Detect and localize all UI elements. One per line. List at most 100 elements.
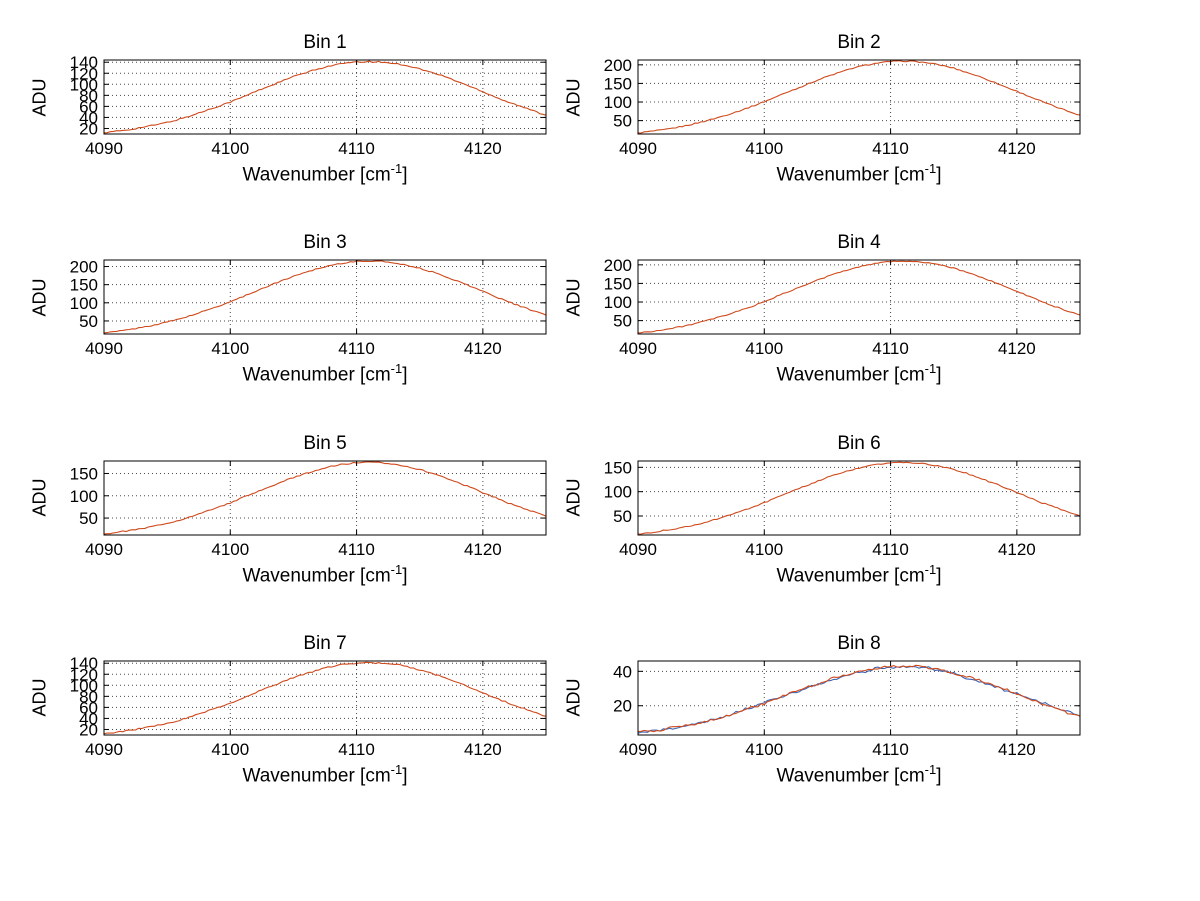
x-axis-label: Wavenumber [cm-1] [104,562,546,587]
y-axis-label-wrap: ADU [562,657,586,739]
y-tick-label: 40 [79,108,98,127]
axes-box [103,259,547,335]
chart-bin-8-plot: 4090 4100 4110 4120 20 40 [613,660,1081,759]
subplot-bin-2: Bin 2 ADU 4090 4100 4110 4120 50 100 150 200 Wa… [562,30,1086,186]
x-tick-label: 4100 [211,339,249,358]
series-spectrum [103,60,547,134]
chart-title: Bin 2 [837,32,881,53]
y-tick-label: 100 [70,294,98,313]
x-tick-label: 4110 [338,540,375,559]
axes-box [637,460,1081,536]
chart-title: Bin 1 [303,32,347,53]
y-tick-label: 60 [79,698,98,717]
x-tick-label: 4090 [619,139,657,158]
y-axis-label: ADU [563,77,584,117]
y-axis-label-wrap: ADU [28,256,52,338]
y-tick-label: 50 [79,509,98,528]
x-tick-label: 4100 [745,139,783,158]
y-tick-label: 80 [79,687,98,706]
x-axis-label-text: Wavenumber [cm [242,765,391,787]
y-axis-label-wrap: ADU [28,457,52,539]
x-tick-label: 4090 [85,540,123,559]
x-tick-label: 4100 [211,740,249,759]
axes-box [103,660,547,736]
chart-bin-6-plot: 4090 4100 4110 4120 50 100 150 [604,458,1081,559]
y-axis-label-wrap: ADU [28,657,52,739]
subplot-bin-3: Bin 3 ADU 4090 4100 4110 4120 50 100 150 200 Wa… [28,230,552,386]
y-axis-label: ADU [29,678,50,717]
y-tick-label: 20 [79,119,98,138]
x-axis-label: Wavenumber [cm-1] [104,762,546,787]
series-spectrum [103,260,547,334]
x-tick-label: 4100 [211,139,249,158]
x-axis-label-close: ] [402,164,408,186]
subplot-bin-6: Bin 6 ADU 4090 4100 4110 4120 50 100 150 Waven… [562,431,1086,587]
axes-box [637,59,1081,135]
series-spectrum [103,661,547,735]
chart-title: Bin 8 [837,632,881,654]
y-tick-label: 120 [70,64,98,83]
x-axis-label-text: Wavenumber [cm [242,564,391,586]
y-tick-label: 100 [604,482,632,501]
series-spectrum [103,461,547,535]
y-tick-label: 50 [613,112,632,131]
x-axis-label: Wavenumber [cm-1] [104,161,546,186]
chart-bin-5-plot: 4090 4100 4110 4120 50 100 150 [70,460,547,559]
y-tick-label: 80 [79,86,98,105]
axes-box [637,660,1081,736]
x-tick-label: 4120 [464,740,502,759]
x-tick-label: 4100 [211,540,249,559]
x-axis-label-exponent: -1 [924,361,937,377]
chart-title: Bin 4 [837,232,881,254]
x-axis-label-text: Wavenumber [cm [776,765,925,787]
y-tick-label: 200 [604,256,632,275]
x-tick-label: 4100 [745,339,783,358]
y-tick-label: 100 [70,676,98,695]
x-tick-label: 4090 [85,740,123,759]
x-tick-label: 4120 [998,740,1036,759]
x-tick-label: 4110 [872,740,909,759]
x-tick-label: 4110 [338,740,375,759]
x-axis-label: Wavenumber [cm-1] [638,161,1080,186]
y-tick-label: 50 [613,507,632,526]
y-tick-label: 50 [613,312,632,331]
x-tick-label: 4090 [85,139,123,158]
chart-title: Bin 3 [303,232,347,254]
series-spectrum [638,461,1081,535]
y-tick-label: 50 [79,312,98,331]
y-axis-label-wrap: ADU [562,457,586,539]
x-tick-label: 4110 [872,139,909,158]
y-tick-label: 150 [604,74,632,93]
y-tick-label: 100 [70,486,98,505]
y-tick-label: 200 [70,258,98,277]
figure-grid: Bin 1 ADU 4090 4100 4110 4120 20 40 60 80 100 120… [28,30,1086,787]
x-tick-label: 4120 [998,139,1036,158]
x-axis-label-exponent: -1 [390,561,403,577]
x-axis-label-exponent: -1 [924,761,937,777]
y-axis-label: ADU [563,478,584,517]
x-axis-label-close: ] [402,564,408,586]
subplot-bin-7: Bin 7 ADU 4090 4100 4110 4120 20 40 60 80 100 120… [28,631,552,787]
series-spectrum [637,260,1081,334]
x-tick-label: 4100 [745,540,783,559]
x-axis-label-close: ] [936,765,942,787]
y-axis-label: ADU [563,678,584,717]
x-axis-label-text: Wavenumber [cm [776,164,925,186]
y-tick-label: 60 [79,97,98,116]
chart-title: Bin 5 [303,432,347,454]
axes-box [103,460,547,536]
x-tick-label: 4090 [85,339,123,358]
x-axis-label: Wavenumber [cm-1] [638,762,1080,787]
x-axis-label-close: ] [936,564,942,586]
x-axis-label-text: Wavenumber [cm [776,564,925,586]
x-axis-label-close: ] [402,364,408,386]
subplot-bin-5: Bin 5 ADU 4090 4100 4110 4120 50 100 150 Waven… [28,431,552,587]
x-axis-label-text: Wavenumber [cm [242,164,391,186]
y-axis-label-wrap: ADU [562,56,586,138]
y-axis-label: ADU [29,278,50,317]
x-tick-label: 4120 [464,339,502,358]
y-tick-label: 150 [70,276,98,295]
subplot-bin-1: Bin 1 ADU 4090 4100 4110 4120 20 40 60 80 100 120… [28,30,552,186]
x-tick-label: 4110 [338,339,375,358]
